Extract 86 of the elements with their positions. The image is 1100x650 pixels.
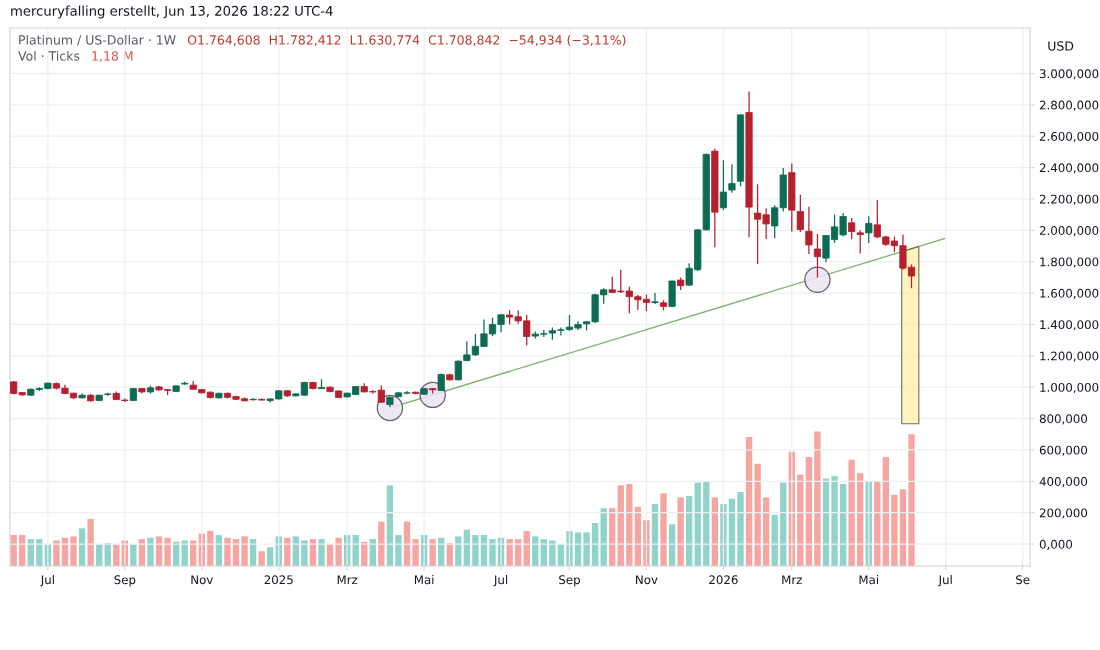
- x-tick-label: Se: [1016, 575, 1030, 585]
- bar: [241, 536, 248, 566]
- bar: [207, 531, 214, 566]
- y-tick-label: 1.600,000: [1040, 288, 1099, 299]
- y-tick-label: 1.200,000: [1040, 351, 1099, 362]
- x-tick-label: Nov: [636, 575, 658, 585]
- bar: [908, 434, 915, 566]
- bar: [70, 536, 77, 566]
- y-tick-label: 0,000: [1039, 539, 1073, 550]
- bar: [814, 431, 821, 566]
- bar: [130, 544, 137, 566]
- bar: [805, 457, 813, 566]
- bar: [891, 494, 898, 566]
- bar: [301, 540, 308, 566]
- bar: [583, 532, 590, 566]
- x-tick-label: Sep: [559, 575, 580, 587]
- bar: [737, 492, 744, 566]
- candlestick: [805, 206, 813, 255]
- bar: [489, 539, 496, 566]
- bar: [87, 518, 94, 566]
- candlestick: [865, 215, 873, 244]
- y-axis-title: USD: [1048, 41, 1074, 51]
- y-tick-label: 600,000: [1039, 445, 1088, 456]
- candlestick: [848, 217, 856, 240]
- y-tick-label: 1.400,000: [1040, 320, 1099, 331]
- chart-title: Platinum / US-Dollar · 1W: [19, 34, 176, 46]
- candlestick: [651, 292, 659, 305]
- bar: [660, 493, 667, 566]
- bar: [335, 537, 342, 566]
- y-tick-label: 800,000: [1039, 414, 1088, 425]
- bar: [386, 485, 394, 566]
- x-tick-label: Sep: [114, 575, 136, 587]
- bar: [677, 497, 684, 566]
- bar: [899, 489, 907, 566]
- y-tick-label: 200,000: [1039, 508, 1088, 519]
- candlestick: [796, 194, 804, 233]
- bar: [839, 483, 847, 566]
- y-tick-label: 1.800,000: [1040, 257, 1099, 268]
- x-tick-label: Mrz: [337, 575, 358, 584]
- x-tick-label: Mai: [414, 575, 434, 585]
- y-tick-label: 400,000: [1039, 477, 1088, 488]
- candlestick: [813, 233, 822, 279]
- x-tick-label: 2025: [264, 575, 293, 585]
- x-tick-label: Nov: [191, 575, 213, 585]
- bar: [318, 539, 325, 566]
- x-tick-label: Jul: [493, 575, 508, 587]
- x-tick-label: Jul: [937, 575, 952, 587]
- bar: [797, 474, 804, 566]
- bar: [626, 483, 633, 566]
- bar: [378, 521, 385, 566]
- point: [804, 266, 831, 293]
- bar: [754, 463, 761, 566]
- bar: [472, 535, 479, 566]
- x-tick-label: Jul: [40, 575, 54, 587]
- bar: [429, 539, 436, 566]
- x-tick-label: 2026: [709, 575, 738, 585]
- chart-title: Vol · Ticks: [18, 50, 80, 61]
- bar: [258, 551, 265, 566]
- candlestick: [719, 159, 727, 211]
- bar: [617, 485, 624, 566]
- bar: [53, 540, 60, 566]
- x-tick-label: Mai: [859, 575, 878, 585]
- y-tick-label: 2.000,000: [1039, 226, 1099, 237]
- y-tick-label: 3.000,000: [1039, 69, 1099, 80]
- candlestick: [856, 229, 864, 255]
- y-tick-label: 2.200,000: [1039, 194, 1099, 205]
- bar: [882, 457, 890, 566]
- x-tick-label: Mrz: [782, 575, 802, 584]
- bar: [848, 459, 855, 566]
- bar: [506, 539, 513, 566]
- bar: [164, 537, 171, 566]
- bar: [147, 537, 154, 566]
- bar: [395, 535, 402, 566]
- text: mercuryfalling erstellt, Jun 13, 2026 18:22 UTC-4: [11, 5, 333, 19]
- bar: [412, 539, 419, 566]
- y-tick-label: 1.000,000: [1040, 382, 1099, 394]
- bar: [224, 537, 231, 566]
- text: O1.764,608 H1.782,412 L1.630,774 C1.708,842 −54,934 (−3,11%): [187, 34, 626, 47]
- candlestick: [728, 163, 736, 194]
- bar: [267, 547, 274, 566]
- chart-subtitle: 1,18 M: [92, 51, 133, 62]
- bar: [831, 475, 838, 566]
- bar: [549, 540, 556, 566]
- y-tick-label: 2.800,000: [1039, 100, 1099, 111]
- y-tick-label: 2.600,000: [1039, 131, 1099, 143]
- y-tick-label: 2.400,000: [1039, 163, 1099, 174]
